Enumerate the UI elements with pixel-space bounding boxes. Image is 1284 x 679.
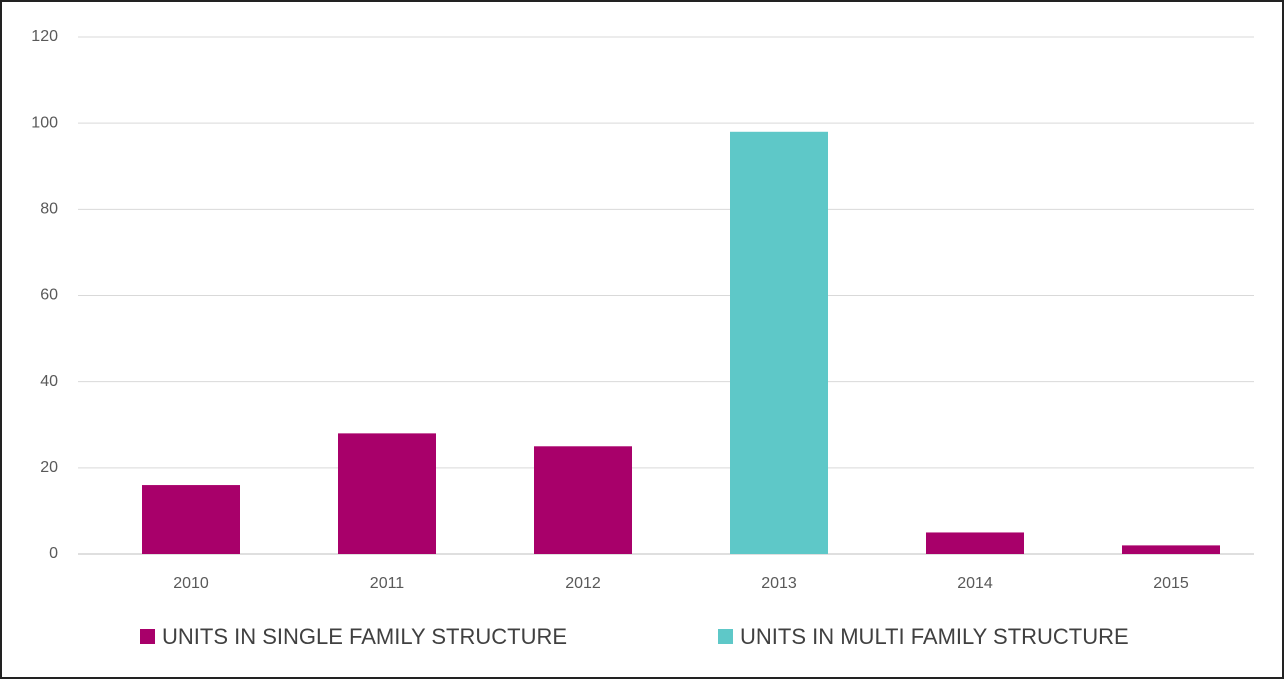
legend-swatch: [140, 629, 155, 644]
bar: [730, 131, 828, 555]
bar: [142, 485, 240, 554]
y-tick-label: 40: [40, 373, 58, 390]
x-tick-label: 2011: [370, 575, 405, 592]
y-tick-label: 20: [40, 459, 58, 476]
y-tick-label: 100: [31, 114, 58, 131]
y-tick-label: 0: [49, 545, 58, 562]
x-tick-label: 2010: [173, 575, 209, 592]
bar: [534, 446, 632, 554]
bar: [926, 532, 1024, 554]
bar: [1122, 545, 1220, 554]
x-tick-label: 2014: [957, 575, 993, 592]
x-tick-label: 2013: [761, 575, 797, 592]
legend-swatch: [718, 629, 733, 644]
y-tick-label: 120: [31, 28, 58, 45]
x-tick-label: 2012: [565, 575, 601, 592]
x-tick-label: 2015: [1153, 575, 1189, 592]
legend-label: UNITS IN MULTI FAMILY STRUCTURE: [740, 624, 1129, 649]
y-tick-label: 60: [40, 287, 58, 304]
legend-label: UNITS IN SINGLE FAMILY STRUCTURE: [162, 624, 567, 649]
bar: [338, 433, 436, 554]
y-tick-label: 80: [40, 201, 58, 218]
